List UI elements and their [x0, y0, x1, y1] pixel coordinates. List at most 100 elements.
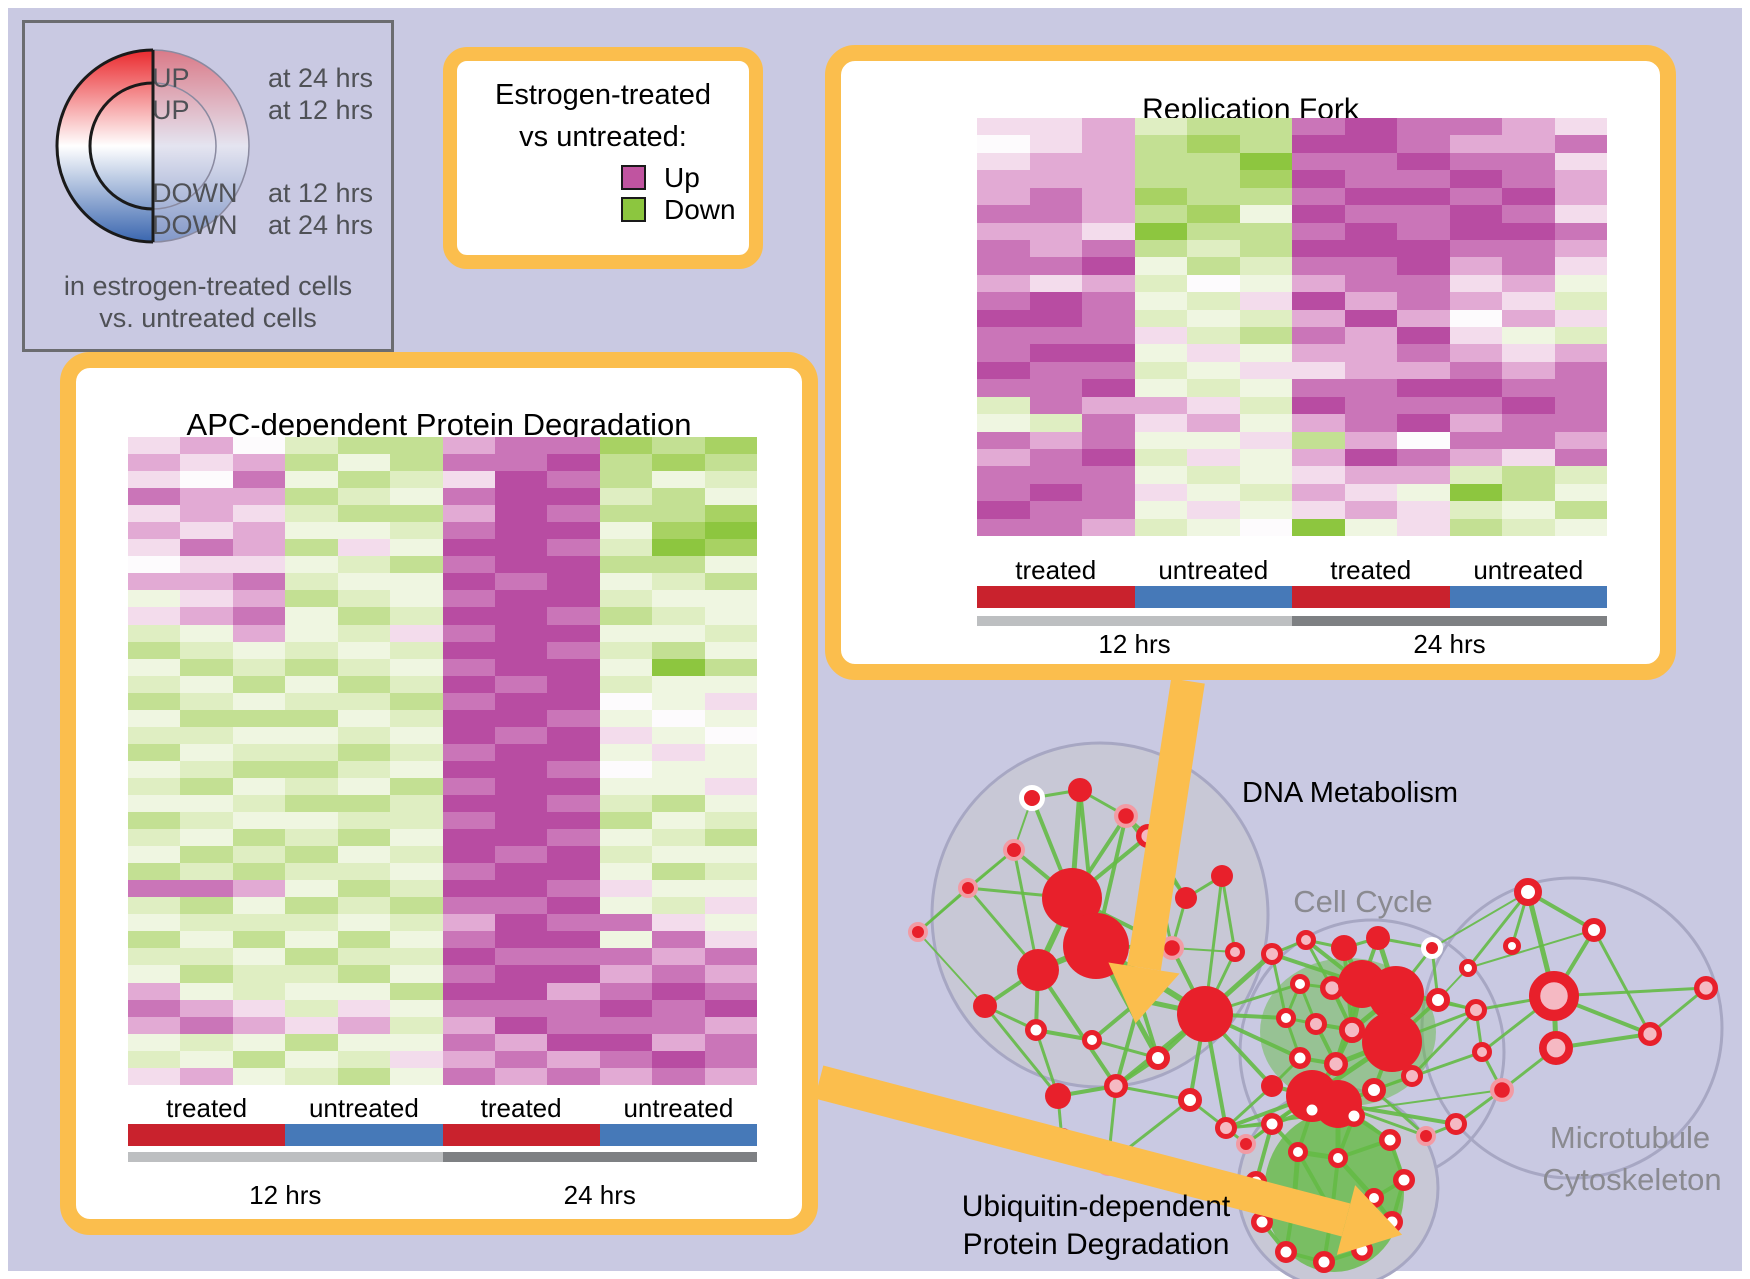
heatmap-cell — [652, 675, 705, 693]
time-label: 12 hrs — [1098, 629, 1171, 659]
heatmap-cell — [232, 794, 286, 813]
hrs24-bar — [1292, 616, 1607, 626]
heatmap-cell — [547, 675, 600, 693]
heatmap-row — [977, 327, 1607, 345]
heatmap-cell — [128, 658, 181, 676]
treated-bar — [1292, 586, 1450, 608]
heatmap-row — [128, 931, 758, 949]
panel-apc-title: APC-dependent Protein Degradation — [186, 407, 692, 442]
heatmap-cell — [232, 812, 286, 830]
heatmap-cell — [547, 880, 600, 898]
heatmap-cell — [232, 948, 286, 966]
updown-legend: Estrogen-treated vs untreated: Up Down — [443, 47, 763, 269]
heatmap-cell — [977, 239, 1030, 258]
heatmap-cell — [285, 1016, 338, 1034]
heatmap-cell — [652, 607, 705, 625]
heatmap-cell — [599, 1050, 653, 1068]
heatmap-cell — [977, 187, 1030, 206]
heatmap-cell — [704, 539, 758, 557]
heatmap-cell — [1502, 135, 1555, 153]
heatmap-cell — [390, 522, 443, 540]
heatmap-cell — [547, 726, 600, 744]
heatmap-cell — [390, 743, 443, 761]
heatmap-cell — [1082, 449, 1135, 467]
heatmap-cell — [599, 556, 653, 574]
updown-legend-title-line2: vs untreated: — [519, 121, 687, 153]
heatmap-cell — [704, 454, 758, 472]
up-label: Up — [664, 162, 700, 193]
legend-footer-line2: vs. untreated cells — [99, 303, 317, 333]
heatmap-row — [977, 344, 1607, 362]
heatmap-cell — [494, 880, 548, 898]
heatmap-cell — [1502, 449, 1555, 467]
heatmap-cell — [599, 590, 653, 608]
heatmap-cell — [285, 454, 338, 472]
heatmap-cell — [599, 777, 653, 795]
heatmap-cell — [547, 1033, 600, 1051]
heatmap-cell — [599, 897, 653, 915]
heatmap-cell — [390, 1033, 443, 1051]
heatmap-cell — [494, 948, 548, 966]
heatmap-cell — [1502, 518, 1555, 537]
heatmap-cell — [494, 812, 548, 830]
panel-replication-fork: Replication Fork treated untreated treated… — [825, 45, 1676, 680]
down-label: Down — [664, 194, 736, 225]
heatmap-row — [128, 1067, 758, 1085]
heatmap-cell — [180, 914, 233, 932]
heatmap-cell — [128, 812, 181, 830]
heatmap-cell — [128, 897, 181, 915]
heatmap-cell — [232, 437, 286, 455]
heatmap-cell — [494, 709, 548, 727]
heatmap-cell — [704, 846, 758, 864]
heatmap-cell — [704, 505, 758, 523]
heatmap-cell — [652, 488, 705, 506]
heatmap-cell — [285, 880, 338, 898]
heatmap-cell — [285, 641, 338, 659]
heatmap-cell — [494, 965, 548, 983]
heatmap-cell — [1554, 431, 1607, 450]
heatmap-cell — [337, 624, 391, 642]
heatmap-cell — [390, 590, 443, 608]
apc-heatmap — [128, 437, 758, 1085]
heatmap-cell — [1239, 449, 1292, 467]
untreated-bar — [285, 1124, 443, 1146]
heatmap-cell — [1344, 361, 1397, 380]
heatmap-cell — [1029, 396, 1082, 415]
heatmap-cell — [442, 658, 495, 676]
heatmap-cell — [1134, 449, 1187, 467]
heatmap-cell — [599, 863, 653, 881]
heatmap-cell — [494, 760, 548, 778]
condition-label: untreated — [1158, 555, 1269, 585]
time-label: 24 hrs — [563, 1180, 636, 1210]
heatmap-cell — [1187, 205, 1240, 223]
heatmap-cell — [285, 743, 338, 761]
heatmap-cell — [977, 379, 1030, 397]
heatmap-cell — [547, 794, 600, 813]
heatmap-cell — [390, 454, 443, 472]
heatmap-cell — [1029, 483, 1082, 502]
heatmap-cell — [1344, 344, 1397, 362]
heatmap-cell — [285, 573, 338, 591]
heatmap-cell — [1344, 309, 1397, 328]
heatmap-cell — [494, 539, 548, 557]
heatmap-row — [128, 999, 758, 1017]
heatmap-cell — [652, 1067, 705, 1085]
heatmap-cell — [232, 931, 286, 949]
heatmap-cell — [599, 658, 653, 676]
heatmap-cell — [442, 777, 495, 795]
heatmap-cell — [1134, 501, 1187, 519]
heatmap-cell — [442, 624, 495, 642]
heatmap-cell — [1502, 239, 1555, 258]
heatmap-row — [128, 863, 758, 881]
heatmap-cell — [1344, 205, 1397, 223]
heatmap-cell — [1344, 152, 1397, 171]
heatmap-cell — [1292, 274, 1345, 293]
heatmap-cell — [1239, 187, 1292, 206]
heatmap-cell — [180, 590, 233, 608]
heatmap-cell — [180, 522, 233, 540]
heatmap-cell — [1134, 344, 1187, 362]
heatmap-cell — [232, 1067, 286, 1085]
heatmap-cell — [547, 590, 600, 608]
heatmap-cell — [547, 1016, 600, 1034]
heatmap-cell — [337, 914, 391, 932]
